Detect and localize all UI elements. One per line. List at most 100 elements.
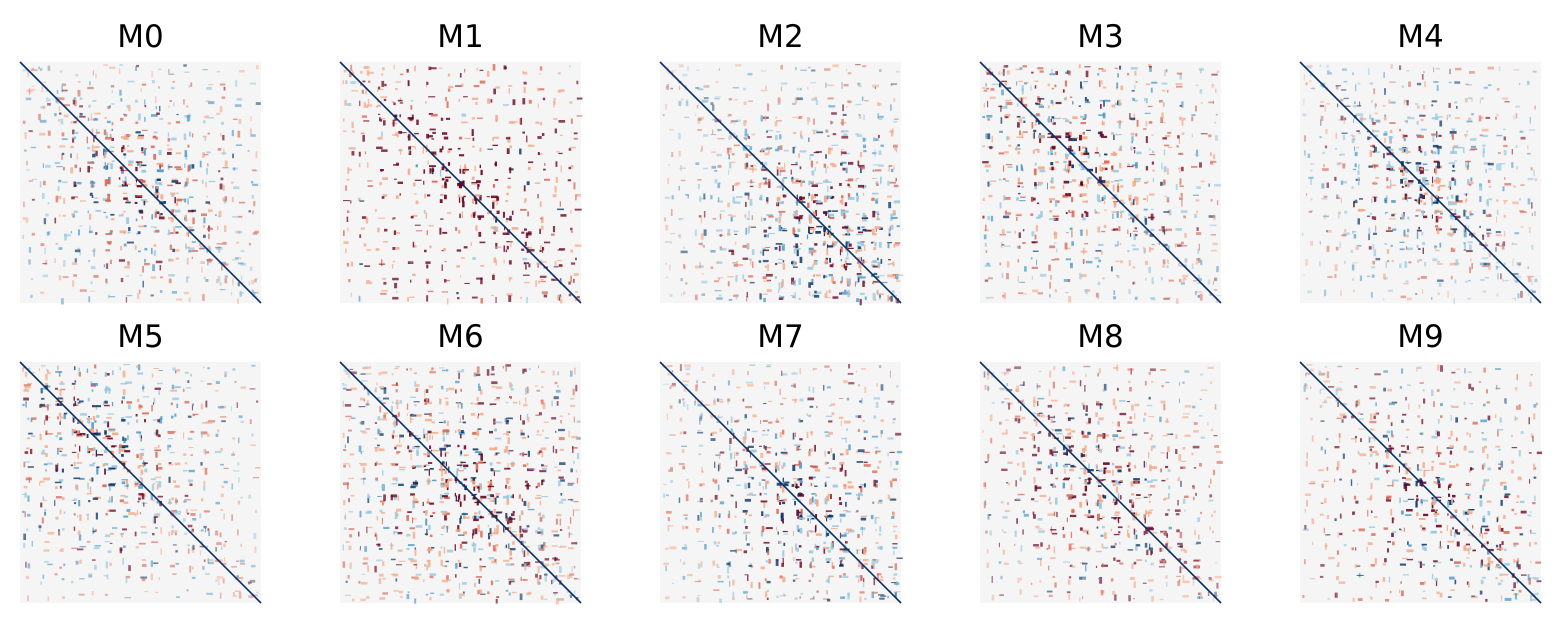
heatmap-cell — [727, 202, 730, 208]
heatmap-cell — [191, 250, 198, 252]
heatmap-cell — [1407, 216, 1410, 220]
heatmap-cell — [128, 565, 131, 571]
heatmap-cell — [22, 367, 24, 372]
heatmap-cell — [687, 66, 689, 72]
heatmap-cell — [1165, 228, 1172, 231]
heatmap-cell — [79, 578, 85, 580]
heatmap-cell — [207, 228, 213, 231]
heatmap-cell — [1449, 186, 1452, 190]
heatmap-cell — [96, 129, 98, 135]
heatmap-cell — [207, 528, 210, 532]
heatmap-cell — [668, 163, 670, 166]
heatmap-cell — [141, 147, 144, 152]
heatmap-cell — [1144, 97, 1146, 102]
heatmap-cell — [522, 70, 524, 74]
heatmap-cell — [1198, 243, 1200, 251]
heatmap-cell — [143, 396, 150, 398]
heatmap-cell — [1483, 162, 1490, 165]
heatmap-cell — [463, 246, 468, 249]
heatmap-cell — [826, 129, 829, 133]
heatmap-cell — [760, 70, 767, 72]
heatmap-cell — [207, 433, 210, 437]
heatmap-cell — [477, 184, 480, 187]
heatmap-cell — [1404, 261, 1408, 268]
heatmap-cell — [380, 388, 387, 390]
heatmap-cell — [542, 467, 548, 471]
heatmap-cell — [111, 103, 115, 105]
heatmap-cell — [982, 116, 986, 119]
heatmap-cell — [90, 281, 93, 285]
heatmap-cell — [1391, 259, 1394, 263]
heatmap-cell — [350, 494, 355, 497]
heatmap-cell — [207, 367, 210, 370]
heatmap-cell — [703, 211, 706, 218]
heatmap-cell — [237, 130, 241, 138]
heatmap-cell — [733, 263, 739, 267]
heatmap-cell — [1383, 273, 1386, 280]
heatmap-cell — [845, 241, 848, 249]
heatmap-cell — [1343, 105, 1351, 107]
heatmap-cell — [1437, 261, 1441, 263]
heatmap-cell — [1424, 262, 1427, 267]
heatmap-cell — [1016, 165, 1019, 172]
heatmap-cell — [93, 247, 96, 251]
heatmap-cell — [23, 201, 25, 208]
heatmap-cell — [463, 464, 469, 468]
heatmap-cell — [828, 105, 836, 108]
heatmap-cell — [92, 153, 95, 158]
heatmap-cell — [396, 132, 399, 138]
heatmap-cell — [1446, 196, 1449, 200]
heatmap-cell — [1178, 167, 1182, 170]
heatmap-cell — [411, 465, 416, 468]
heatmap-cell — [159, 213, 161, 217]
heatmap-cell — [104, 468, 106, 475]
heatmap-cell — [425, 101, 427, 104]
heatmap-cell — [455, 389, 457, 394]
heatmap-cell — [760, 182, 763, 185]
heatmap-cell — [460, 196, 464, 198]
heatmap-cell — [1323, 164, 1325, 168]
heatmap-cell — [1456, 200, 1463, 203]
heatmap-cell — [364, 151, 367, 155]
heatmap-cell — [493, 257, 496, 263]
heatmap-cell — [1032, 133, 1034, 139]
heatmap-cell — [1406, 70, 1410, 72]
heatmap-cell — [893, 121, 896, 123]
heatmap-cell — [509, 382, 512, 388]
heatmap-cell — [522, 420, 525, 425]
heatmap-cell — [136, 454, 139, 458]
heatmap-cell — [75, 560, 79, 565]
heatmap-cell — [1065, 258, 1072, 261]
heatmap-cell — [151, 214, 154, 220]
heatmap-cell — [827, 185, 829, 193]
heatmap-cell — [91, 195, 94, 198]
heatmap-cell — [841, 130, 849, 133]
heatmap-cell — [1466, 297, 1471, 300]
heatmap-cell — [1419, 258, 1423, 262]
heatmap-cell — [844, 289, 847, 292]
heatmap-cell — [776, 166, 779, 170]
heatmap-cell — [1387, 289, 1394, 292]
heatmap-cell — [1404, 147, 1409, 150]
heatmap-cell — [238, 437, 240, 444]
heatmap-cell — [167, 184, 173, 187]
heatmap-cell — [780, 64, 783, 70]
heatmap-cell — [1184, 258, 1188, 263]
heatmap-cell — [460, 403, 463, 409]
heatmap-cell — [1456, 106, 1458, 109]
heatmap-cell — [1463, 226, 1466, 233]
heatmap-cell — [718, 294, 722, 297]
heatmap-cell — [520, 414, 522, 421]
heatmap-cell — [1112, 213, 1114, 219]
heatmap-cell — [47, 404, 49, 411]
heatmap-cell — [1482, 147, 1485, 154]
panel-m3: M3 — [979, 19, 1222, 304]
heatmap-cell — [111, 160, 115, 162]
heatmap-cell — [61, 596, 65, 600]
heatmap-cell — [798, 297, 801, 300]
heatmap-cell — [1102, 167, 1106, 171]
heatmap-cell — [109, 542, 113, 544]
heatmap-cell — [505, 446, 509, 453]
heatmap-cell — [158, 577, 160, 580]
heatmap-cell — [74, 164, 78, 169]
